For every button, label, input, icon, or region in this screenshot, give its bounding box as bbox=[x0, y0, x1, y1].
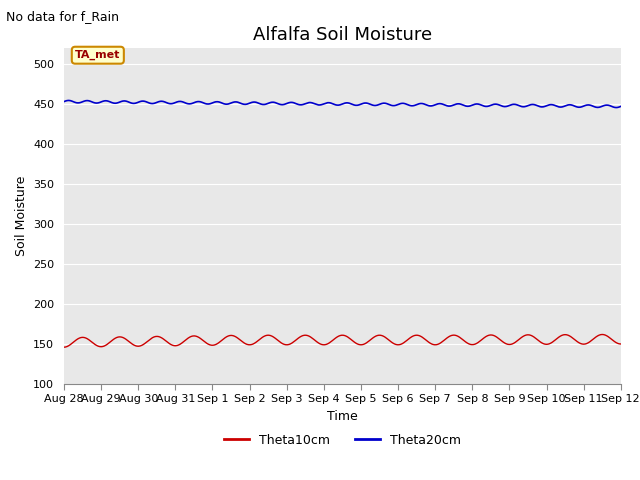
Y-axis label: Soil Moisture: Soil Moisture bbox=[15, 176, 28, 256]
Text: No data for f_Rain: No data for f_Rain bbox=[6, 10, 120, 23]
Text: TA_met: TA_met bbox=[75, 50, 120, 60]
X-axis label: Time: Time bbox=[327, 410, 358, 423]
Title: Alfalfa Soil Moisture: Alfalfa Soil Moisture bbox=[253, 25, 432, 44]
Legend: Theta10cm, Theta20cm: Theta10cm, Theta20cm bbox=[219, 429, 466, 452]
